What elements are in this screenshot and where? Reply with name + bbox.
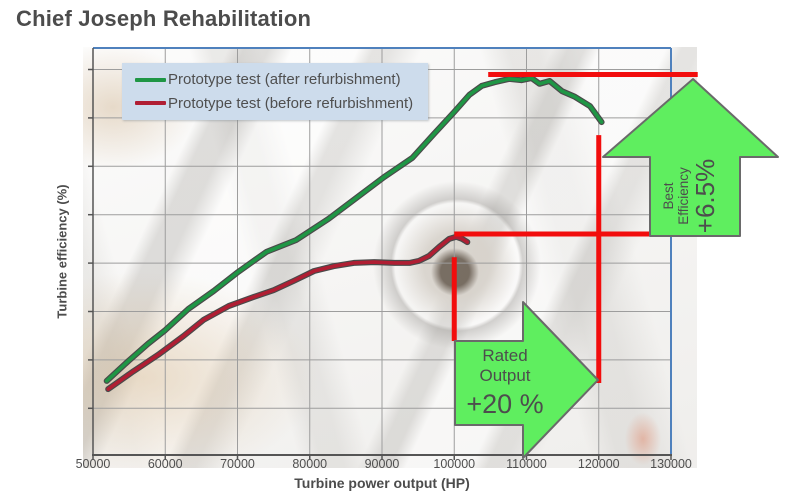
x-tick-label: 120000 (577, 457, 620, 471)
x-tick-label: 60000 (147, 457, 183, 471)
slide-title: Chief Joseph Rehabilitation (16, 6, 312, 31)
x-tick-label: 70000 (220, 457, 255, 471)
x-tick-label: 130000 (650, 457, 692, 471)
best-efficiency-caption: Best Efficiency +6.5% (661, 138, 728, 254)
x-tick-label: 80000 (292, 457, 328, 471)
legend-item-before: Prototype test (before refurbishment) (135, 95, 428, 112)
best-caption-value: +6.5% (689, 158, 720, 234)
legend-label: Prototype test (before refurbishment) (168, 94, 414, 112)
best-caption-line1: Best (661, 182, 676, 210)
rated-caption-value: +20 % (466, 389, 544, 420)
after-series-swatch (135, 77, 166, 82)
rated-caption-line1: Rated (482, 346, 528, 365)
chart-legend: Prototype test (after refurbishment) Pro… (122, 63, 428, 120)
y-axis-title: Turbine efficiency (%) (54, 184, 70, 319)
before-series-swatch (135, 101, 166, 106)
x-tick-label: 90000 (364, 457, 400, 471)
rated-output-caption: Rated Output +20 % (452, 346, 558, 421)
legend-label: Prototype test (after refurbishment) (168, 71, 401, 89)
x-tick-label: 100000 (433, 457, 476, 471)
rated-caption-line2: Output (479, 366, 531, 386)
x-tick-label: 110000 (506, 457, 547, 471)
x-axis-title: Turbine power output (HP) (294, 475, 470, 491)
x-tick-label: 50000 (75, 457, 111, 471)
legend-item-after: Prototype test (after refurbishment) (135, 71, 428, 88)
